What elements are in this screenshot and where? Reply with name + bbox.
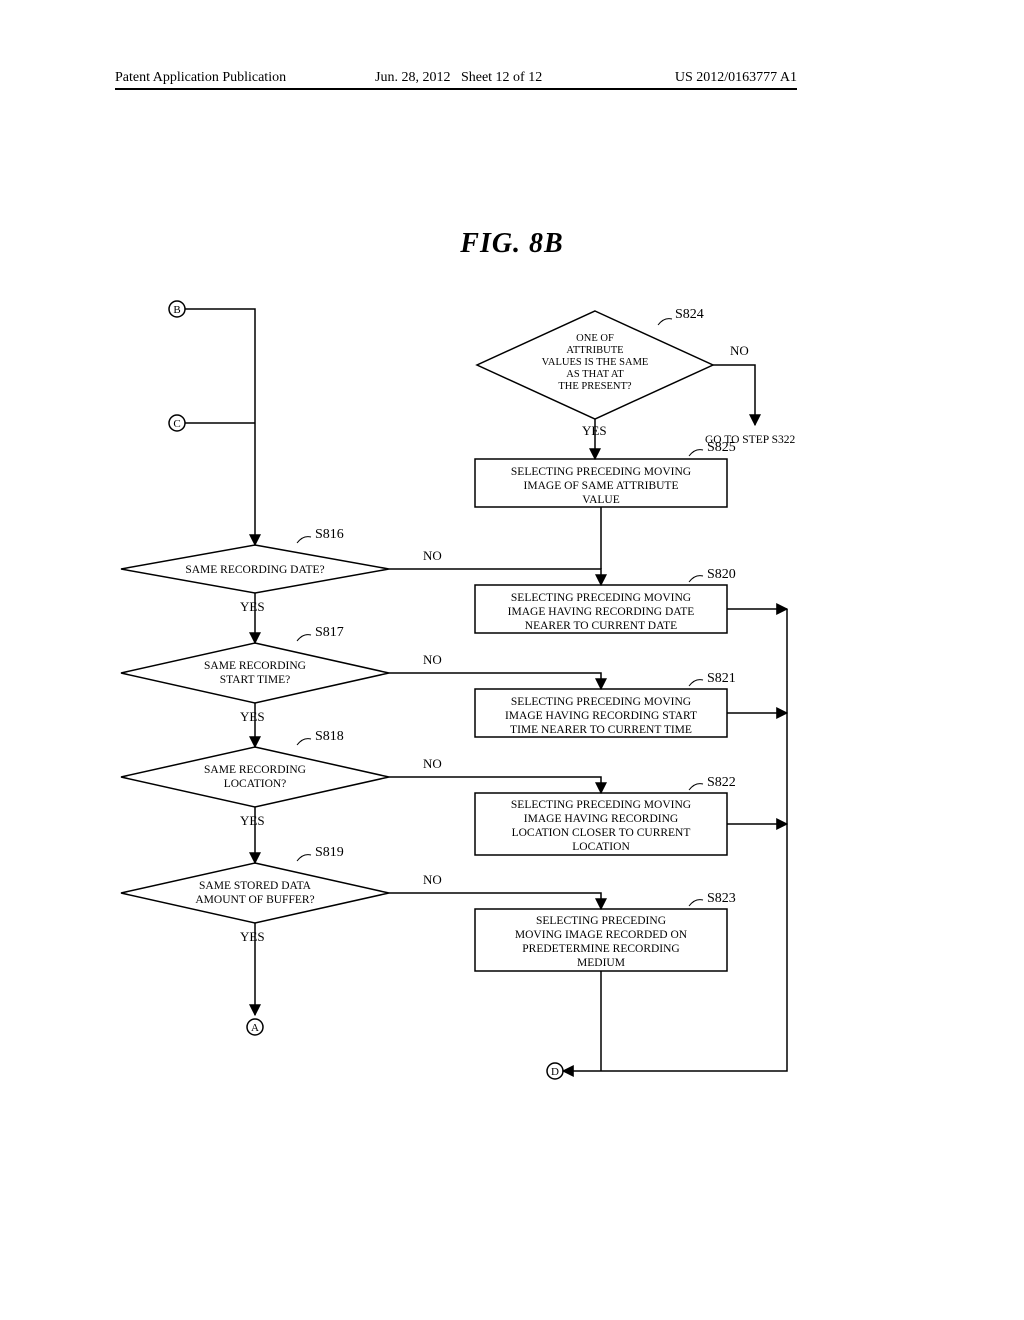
process-s821: SELECTING PRECEDING MOVING IMAGE HAVING … xyxy=(475,671,736,737)
s824-l2: ATTRIBUTE xyxy=(566,345,623,356)
s820-l2: IMAGE HAVING RECORDING DATE xyxy=(508,606,695,618)
header-mid: Jun. 28, 2012 Sheet 12 of 12 xyxy=(375,70,542,86)
s818-no: NO xyxy=(423,756,442,771)
s816-ref: S816 xyxy=(315,527,344,542)
s824-l3: VALUES IS THE SAME xyxy=(542,357,649,368)
s817-no: NO xyxy=(423,652,442,667)
s821-ref: S821 xyxy=(707,671,736,686)
connector-c-label: C xyxy=(173,418,180,430)
edge-s817-no xyxy=(389,673,601,689)
s824-ref: S824 xyxy=(675,307,704,322)
s825-l1: SELECTING PRECEDING MOVING xyxy=(511,466,691,478)
s816-no: NO xyxy=(423,548,442,563)
s820-l1: SELECTING PRECEDING MOVING xyxy=(511,592,691,604)
page: Patent Application Publication Jun. 28, … xyxy=(0,0,1024,1320)
s823-l3: PREDETERMINE RECORDING xyxy=(522,943,680,955)
decision-s816: SAME RECORDING DATE? S816 YES NO xyxy=(121,527,442,614)
s823-l1: SELECTING PRECEDING xyxy=(536,915,666,927)
s822-l3: LOCATION CLOSER TO CURRENT xyxy=(512,827,691,839)
process-s823: SELECTING PRECEDING MOVING IMAGE RECORDE… xyxy=(475,891,736,971)
edge-connector-b xyxy=(185,309,255,545)
s819-l2: AMOUNT OF BUFFER? xyxy=(195,894,314,906)
s824-l4: AS THAT AT xyxy=(566,369,624,380)
decision-s818: SAME RECORDING LOCATION? S818 YES NO xyxy=(121,729,442,828)
s819-no: NO xyxy=(423,872,442,887)
header-left: Patent Application Publication xyxy=(115,70,286,86)
flowchart: B C A D ONE OF ATTRIBUTE VALUES IS THE S… xyxy=(115,295,797,1085)
edge-right-bus xyxy=(563,609,787,1071)
s823-l2: MOVING IMAGE RECORDED ON xyxy=(515,929,688,941)
s818-l1: SAME RECORDING xyxy=(204,764,306,776)
header-sheet: Sheet 12 of 12 xyxy=(461,70,542,85)
edge-s818-no xyxy=(389,777,601,793)
s816-text: SAME RECORDING DATE? xyxy=(185,564,324,576)
s819-ref: S819 xyxy=(315,845,344,860)
s818-yes: YES xyxy=(240,813,265,828)
s822-l4: LOCATION xyxy=(572,841,630,853)
edge-s824-no xyxy=(713,365,755,425)
s824-l1: ONE OF xyxy=(576,333,614,344)
s820-ref: S820 xyxy=(707,567,736,582)
s821-l2: IMAGE HAVING RECORDING START xyxy=(505,710,697,722)
s822-l1: SELECTING PRECEDING MOVING xyxy=(511,799,691,811)
s819-yes: YES xyxy=(240,929,265,944)
connector-a-label: A xyxy=(251,1022,259,1034)
s817-l2: START TIME? xyxy=(220,674,290,686)
edge-s819-no xyxy=(389,893,601,909)
s822-l2: IMAGE HAVING RECORDING xyxy=(524,813,678,825)
s818-l2: LOCATION? xyxy=(224,778,287,790)
s819-l1: SAME STORED DATA xyxy=(199,880,312,892)
header-rule xyxy=(115,88,797,90)
process-s820: SELECTING PRECEDING MOVING IMAGE HAVING … xyxy=(475,567,736,633)
s817-l1: SAME RECORDING xyxy=(204,660,306,672)
connector-b-label: B xyxy=(173,304,180,316)
s825-ref: S825 xyxy=(707,440,736,455)
s825-l2: IMAGE OF SAME ATTRIBUTE xyxy=(524,480,679,492)
connector-a-icon: A xyxy=(247,1019,263,1035)
header-right: US 2012/0163777 A1 xyxy=(675,70,797,86)
s821-l3: TIME NEARER TO CURRENT TIME xyxy=(510,724,692,736)
edge-s816-no xyxy=(389,569,601,585)
s822-ref: S822 xyxy=(707,775,736,790)
s817-ref: S817 xyxy=(315,625,344,640)
figure-title: FIG. 8B xyxy=(0,228,1024,260)
s821-l1: SELECTING PRECEDING MOVING xyxy=(511,696,691,708)
s824-no: NO xyxy=(730,343,749,358)
process-s825: SELECTING PRECEDING MOVING IMAGE OF SAME… xyxy=(475,440,736,507)
s823-l4: MEDIUM xyxy=(577,957,625,969)
s825-l3: VALUE xyxy=(582,494,619,506)
connector-d-icon: D xyxy=(547,1063,563,1079)
process-s822: SELECTING PRECEDING MOVING IMAGE HAVING … xyxy=(475,775,736,855)
decision-s819: SAME STORED DATA AMOUNT OF BUFFER? S819 … xyxy=(121,845,442,944)
connector-c-icon: C xyxy=(169,415,185,431)
decision-s817: SAME RECORDING START TIME? S817 YES NO xyxy=(121,625,442,724)
header-date: Jun. 28, 2012 xyxy=(375,70,450,85)
decision-s824: ONE OF ATTRIBUTE VALUES IS THE SAME AS T… xyxy=(477,307,749,438)
s820-l3: NEARER TO CURRENT DATE xyxy=(525,620,677,632)
s818-ref: S818 xyxy=(315,729,344,744)
connector-d-label: D xyxy=(551,1066,559,1078)
s816-yes: YES xyxy=(240,599,265,614)
connector-b-icon: B xyxy=(169,301,185,317)
s823-ref: S823 xyxy=(707,891,736,906)
s824-l5: THE PRESENT? xyxy=(558,381,632,392)
s817-yes: YES xyxy=(240,709,265,724)
